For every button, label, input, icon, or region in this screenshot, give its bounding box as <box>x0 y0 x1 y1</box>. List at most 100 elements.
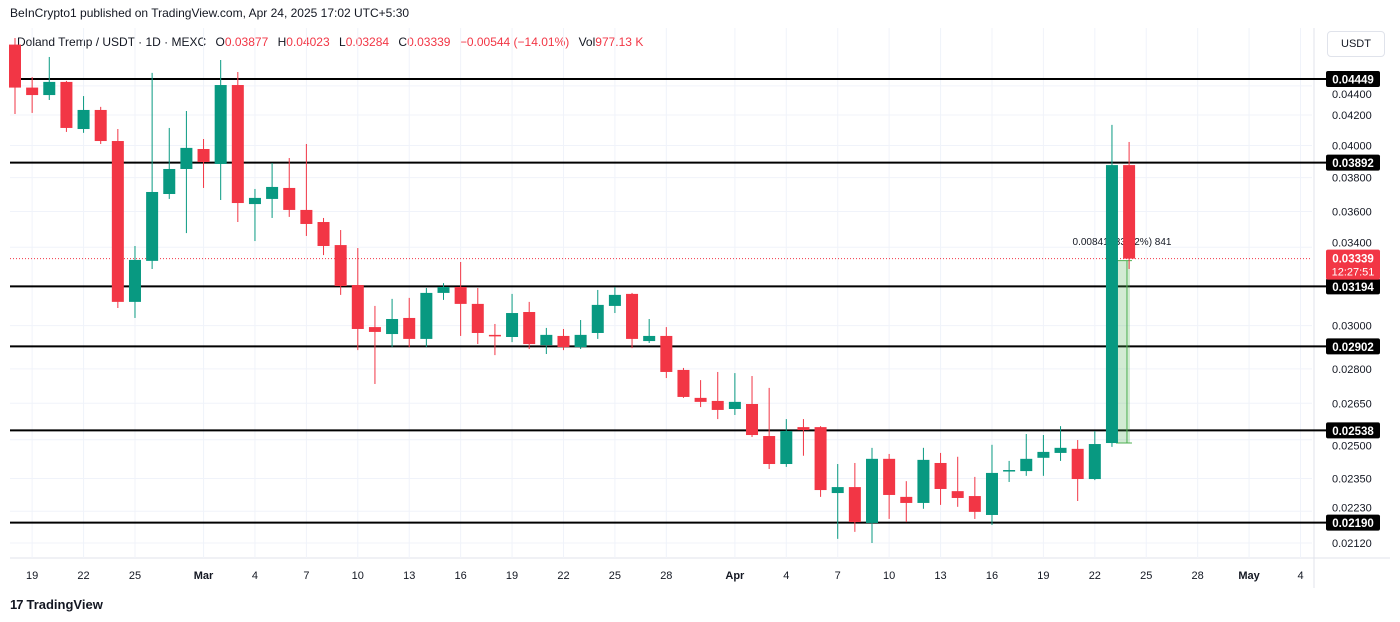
level-label: 0.03892 <box>1332 158 1374 170</box>
candle[interactable] <box>694 380 707 408</box>
close-label: C <box>398 35 408 49</box>
tradingview-brand[interactable]: TradingView <box>26 597 103 612</box>
candle[interactable] <box>900 481 913 523</box>
candle[interactable] <box>266 162 279 218</box>
open-value: 0.03877 <box>224 35 269 49</box>
candle[interactable] <box>488 323 501 356</box>
candle-body <box>831 487 844 494</box>
candle[interactable] <box>231 71 244 223</box>
candle-body <box>951 491 964 498</box>
candle-body <box>1037 451 1050 458</box>
candle[interactable] <box>197 139 210 188</box>
candle[interactable] <box>591 289 604 339</box>
candle[interactable] <box>454 261 467 336</box>
candle[interactable] <box>506 293 519 343</box>
candle[interactable] <box>386 298 399 348</box>
candle[interactable] <box>866 447 878 543</box>
candle[interactable] <box>968 476 981 519</box>
candle[interactable] <box>77 96 90 133</box>
candle[interactable] <box>300 143 313 236</box>
candle[interactable] <box>9 37 21 114</box>
candle[interactable] <box>951 456 964 507</box>
candle-body <box>454 286 467 304</box>
candle[interactable] <box>728 373 741 415</box>
measure-range-box <box>1115 260 1130 444</box>
candle[interactable] <box>283 158 296 217</box>
low-label: L <box>339 35 346 49</box>
candle-body <box>677 369 690 397</box>
candle[interactable] <box>626 292 639 349</box>
close-value: 0.03339 <box>407 35 451 49</box>
candle[interactable] <box>214 59 227 200</box>
currency-button[interactable]: USDT <box>1327 31 1385 57</box>
candle[interactable] <box>1003 460 1016 482</box>
level-label-box <box>1326 422 1380 439</box>
candle[interactable] <box>557 328 570 351</box>
candle[interactable] <box>763 387 776 469</box>
candle[interactable] <box>574 320 587 350</box>
candle[interactable] <box>780 419 793 467</box>
candle[interactable] <box>94 106 107 144</box>
candle[interactable] <box>471 287 484 345</box>
candle[interactable] <box>317 217 330 256</box>
tradingview-logo-icon: 17 <box>10 597 24 612</box>
level-label: 0.02902 <box>1332 342 1374 354</box>
candle[interactable] <box>334 230 347 295</box>
symbol-title[interactable]: Doland Tremp / USDT · 1D · MEXC <box>17 35 207 49</box>
candle[interactable] <box>1020 434 1033 476</box>
candle[interactable] <box>163 127 176 199</box>
candle[interactable] <box>420 287 433 348</box>
candle[interactable] <box>111 129 124 308</box>
y-tick-label: 0.02230 <box>1332 503 1372 515</box>
low-value: 0.03284 <box>345 35 390 49</box>
candle[interactable] <box>677 367 690 398</box>
candle[interactable] <box>540 327 553 355</box>
candle[interactable] <box>403 297 416 348</box>
candle-body <box>574 334 587 348</box>
candle[interactable] <box>848 462 861 532</box>
candle[interactable] <box>1054 426 1067 461</box>
candle[interactable] <box>797 419 810 456</box>
candle[interactable] <box>711 371 724 420</box>
candle[interactable] <box>523 301 536 350</box>
candle[interactable] <box>1071 440 1084 502</box>
y-tick-label: 0.03400 <box>1332 238 1372 250</box>
candle-body <box>814 427 827 491</box>
candle[interactable] <box>180 110 193 234</box>
candle[interactable] <box>917 447 930 509</box>
candle[interactable] <box>248 188 261 242</box>
y-tick-label: 0.03800 <box>1332 173 1372 185</box>
symbol-legend: Doland Tremp / USDT · 1D · MEXC O0.03877… <box>17 35 643 49</box>
candle[interactable] <box>1037 435 1050 476</box>
candle[interactable] <box>368 305 381 384</box>
candle[interactable] <box>128 245 141 318</box>
candle[interactable] <box>643 318 656 343</box>
x-tick-label: 22 <box>557 570 569 582</box>
candle[interactable] <box>831 464 844 539</box>
last-price-box <box>1326 249 1380 280</box>
candle[interactable] <box>1088 431 1101 481</box>
candle[interactable] <box>660 327 673 379</box>
candle-body <box>9 44 21 88</box>
candle[interactable] <box>351 248 364 351</box>
candle[interactable] <box>1123 141 1136 270</box>
candle[interactable] <box>814 426 827 497</box>
candle[interactable] <box>608 286 621 314</box>
candle-body <box>557 335 570 348</box>
volume-value: 977.13 K <box>595 35 644 49</box>
candle[interactable] <box>883 453 896 519</box>
candle[interactable] <box>146 72 159 270</box>
x-tick-label: 4 <box>252 570 258 582</box>
level-label: 0.02538 <box>1332 426 1374 438</box>
x-tick-label: 25 <box>129 570 141 582</box>
candle[interactable] <box>26 76 39 113</box>
candle[interactable] <box>43 56 56 100</box>
candle[interactable] <box>934 452 947 505</box>
candle[interactable] <box>1105 124 1118 447</box>
candle[interactable] <box>437 283 450 300</box>
candle[interactable] <box>746 376 759 438</box>
candle-body <box>248 197 261 205</box>
candle[interactable] <box>60 80 73 132</box>
candle[interactable] <box>985 444 998 525</box>
